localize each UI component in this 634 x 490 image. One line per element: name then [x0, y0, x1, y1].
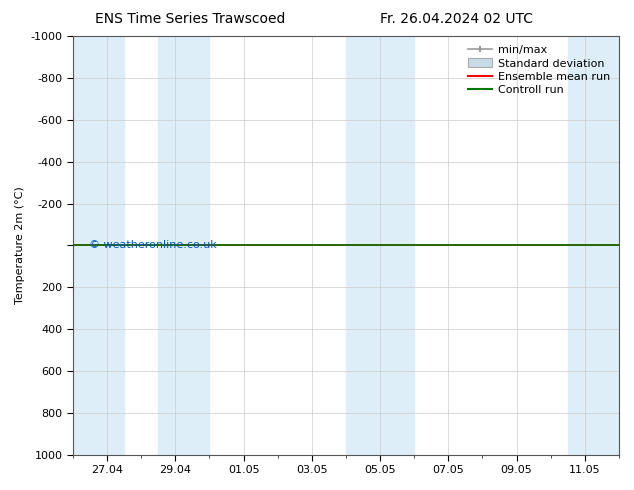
Bar — [73, 36, 124, 455]
Bar — [568, 36, 619, 455]
Text: Fr. 26.04.2024 02 UTC: Fr. 26.04.2024 02 UTC — [380, 12, 533, 26]
Text: ENS Time Series Trawscoed: ENS Time Series Trawscoed — [95, 12, 285, 26]
Legend: min/max, Standard deviation, Ensemble mean run, Controll run: min/max, Standard deviation, Ensemble me… — [465, 42, 614, 98]
Y-axis label: Temperature 2m (°C): Temperature 2m (°C) — [15, 187, 25, 304]
Text: © weatheronline.co.uk: © weatheronline.co.uk — [89, 241, 217, 250]
Bar — [158, 36, 209, 455]
Bar — [346, 36, 414, 455]
